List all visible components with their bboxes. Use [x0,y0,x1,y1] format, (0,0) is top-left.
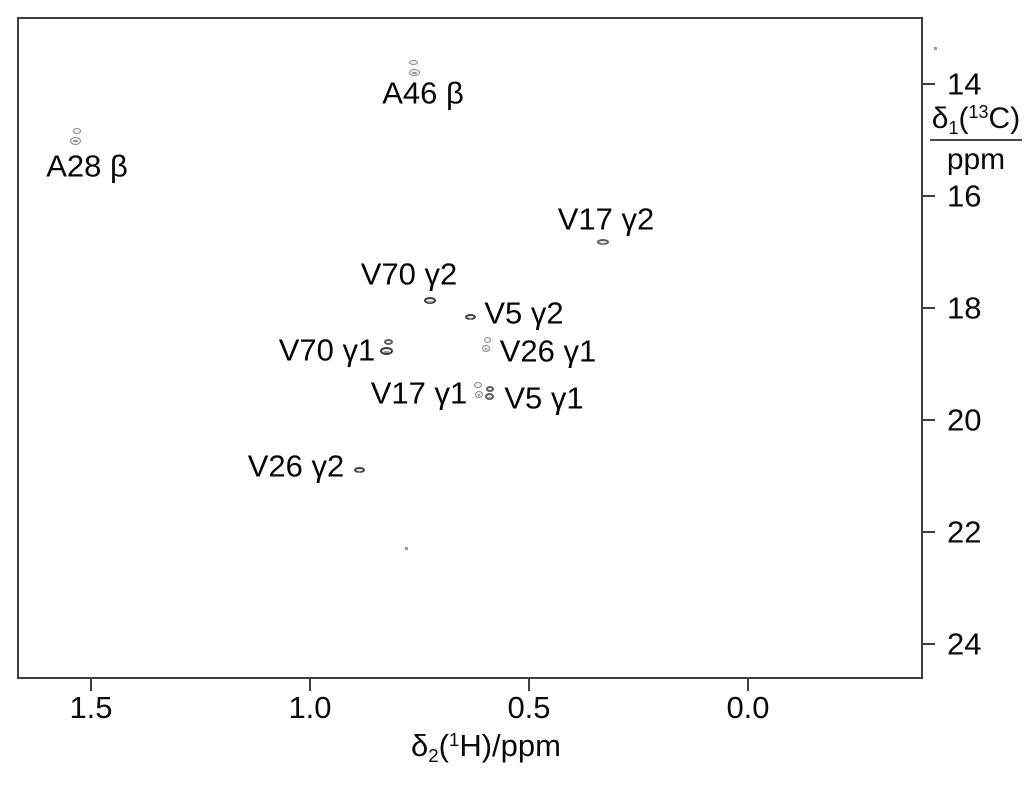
plot-area [17,17,923,679]
x-axis-isotope-sup: 1 [448,728,460,750]
y-axis-delta-sub: 1 [948,117,959,138]
peak-contour-V5-gamma1 [485,386,494,393]
peak-contour-inner-ring [478,394,481,397]
y-axis-title-numerator: δ1(13C) [929,102,1023,141]
x-tick-mark [528,679,530,691]
peak-contour-inner-ring [489,396,492,399]
peak-contour-inner-ring [384,351,390,354]
x-tick-mark [309,679,311,691]
y-tick-label: 22 [947,514,982,550]
peak-contour-V70-gamma2 [424,296,437,304]
y-axis-title: δ1(13C) ppm [925,103,1027,175]
y-axis-nucleus: C) [988,102,1021,135]
peak-contour-inner-ring [485,348,488,351]
x-axis-delta: δ [411,728,429,763]
peak-label-V5-gamma2: V5 γ2 [484,295,564,331]
peak-label-V5-gamma1: V5 γ1 [504,380,584,416]
y-axis-isotope-sup: 13 [968,102,989,123]
peak-contour-V17-gamma2 [597,238,610,245]
peak-contour-A28-beta [72,128,81,135]
y-tick-label: 18 [947,290,982,326]
y-tick-mark [923,307,935,309]
x-axis-nucleus: H)/ppm [459,728,561,763]
peak-contour-A46-beta [408,59,418,65]
peak-contour-inner-ring [73,140,79,143]
x-tick-label: 0.5 [507,690,551,725]
peak-contour-V5-gamma1 [485,392,495,400]
peak-contour-A28-beta [70,137,82,146]
peak-contour-V70-gamma1 [384,339,394,346]
peak-contour-inner-ring [411,71,417,74]
x-tick-mark [747,679,749,691]
peak-contour-inner-ring [428,300,433,303]
peak-contour-inner-ring [357,470,361,473]
peak-contour-V26-gamma2 [353,466,365,473]
peak-label-V26-gamma1: V26 γ1 [499,333,597,369]
peak-contour-V17-gamma1 [474,381,483,388]
x-axis-paren: ( [438,728,449,763]
peak-contour-inner-ring [468,317,472,320]
peak-contour-V17-gamma1 [475,391,484,399]
y-axis-paren: ( [958,102,969,135]
y-axis-delta: δ [931,102,949,135]
x-axis-title: δ2(1H)/ppm [411,728,561,766]
peak-contour-V26-gamma1 [483,336,491,343]
y-tick-mark [923,83,935,85]
x-axis-delta-sub: 2 [428,744,439,766]
peak-contour-A46-beta [408,68,420,76]
peak-contour-V5-gamma2 [464,313,476,320]
peak-label-V70-gamma2: V70 γ2 [360,256,458,292]
y-tick-mark [923,195,935,197]
y-axis-title-denominator: ppm [946,142,1006,176]
x-tick-label: 1.5 [69,690,113,725]
peak-label-V17-gamma1: V17 γ1 [370,375,468,411]
y-tick-label: 14 [947,66,982,102]
peak-label-A28-beta: A28 β [46,148,128,184]
y-tick-label: 24 [947,626,982,662]
y-tick-mark [923,531,935,533]
y-tick-mark [923,419,935,421]
peak-label-V70-gamma1: V70 γ1 [278,332,376,368]
y-tick-label: 16 [947,178,982,214]
artifact-speck [934,47,937,50]
y-tick-mark [923,643,935,645]
peak-label-V17-gamma2: V17 γ2 [557,201,655,237]
artifact-speck [405,547,408,550]
peak-label-A46-beta: A46 β [382,75,464,111]
x-tick-label: 0.0 [726,690,770,725]
y-tick-label: 20 [947,402,982,438]
peak-contour-inner-ring [601,242,606,245]
peak-contour-V70-gamma1 [380,347,394,356]
x-tick-label: 1.0 [288,690,332,725]
peak-label-V26-gamma2: V26 γ2 [247,448,345,484]
x-tick-mark [90,679,92,691]
peak-contour-V26-gamma1 [482,345,491,353]
